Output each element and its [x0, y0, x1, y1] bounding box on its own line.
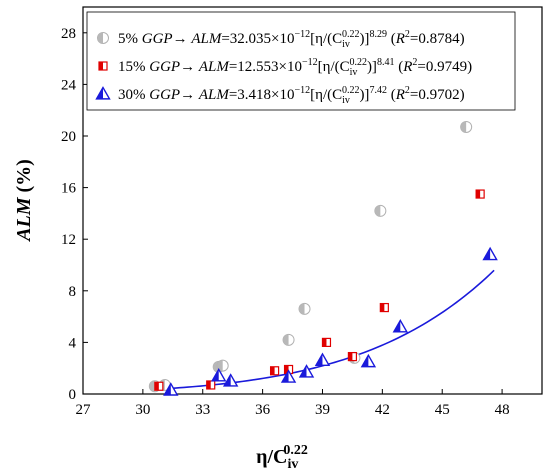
legend-entry-15pct: 15% GGP→ ALM=12.553×10−12[η/(Civ0.22)]8.… [118, 57, 472, 78]
data-point [206, 380, 216, 390]
y-tick-label: 28 [61, 26, 76, 42]
data-point [460, 120, 473, 133]
y-tick-label: 4 [69, 335, 77, 351]
y-tick-label: 24 [61, 77, 77, 93]
x-axis-title: η/Civ0.22 [256, 443, 308, 472]
x-tick-label: 36 [255, 402, 271, 418]
data-point [163, 382, 179, 396]
x-tick-label: 48 [495, 402, 510, 418]
x-tick-label: 39 [315, 402, 330, 418]
x-axis-ticks: 27 30 33 36 39 42 45 48 [76, 389, 510, 418]
data-point [475, 189, 485, 199]
legend-box [86, 11, 516, 111]
data-point [269, 366, 280, 376]
data-point [347, 351, 358, 362]
data-point [379, 302, 389, 313]
data-point [321, 337, 332, 347]
x-tick-label: 27 [76, 402, 92, 418]
legend-entry-5pct: 5% GGP→ ALM=32.035×10−12[η/(Civ0.22)]8.2… [118, 29, 465, 50]
y-tick-label: 12 [61, 232, 76, 248]
y-axis-ticks: 0 4 8 12 16 20 24 28 [61, 26, 88, 403]
legend-markers [95, 32, 111, 100]
x-tick-label: 42 [375, 402, 390, 418]
data-point [282, 333, 295, 346]
y-tick-label: 20 [61, 129, 76, 145]
data-point [280, 369, 297, 383]
y-tick-label: 8 [69, 284, 77, 300]
data-point [298, 364, 315, 378]
y-axis-title: ALM (%) [13, 159, 35, 243]
data-markers [148, 120, 498, 396]
data-point [392, 319, 409, 333]
y-tick-label: 16 [61, 181, 77, 197]
legend: 5% GGP→ ALM=32.035×10−12[η/(Civ0.22)]8.2… [86, 11, 516, 111]
data-point [154, 381, 164, 391]
data-point [482, 246, 498, 261]
legend-marker-15pct [98, 61, 108, 71]
legend-entry-30pct: 30% GGP→ ALM=3.418×10−12[η/(Civ0.22)]7.4… [118, 85, 465, 106]
data-point [298, 302, 311, 315]
data-point [314, 352, 331, 367]
y-tick-label: 0 [69, 387, 77, 403]
legend-marker-5pct [97, 32, 109, 44]
x-tick-label: 30 [135, 402, 150, 418]
data-point [222, 373, 239, 387]
data-point [360, 353, 377, 368]
legend-marker-30pct [95, 86, 111, 100]
x-tick-label: 45 [435, 402, 450, 418]
x-tick-label: 33 [195, 402, 210, 418]
data-point [374, 204, 387, 217]
data-point [210, 368, 227, 382]
